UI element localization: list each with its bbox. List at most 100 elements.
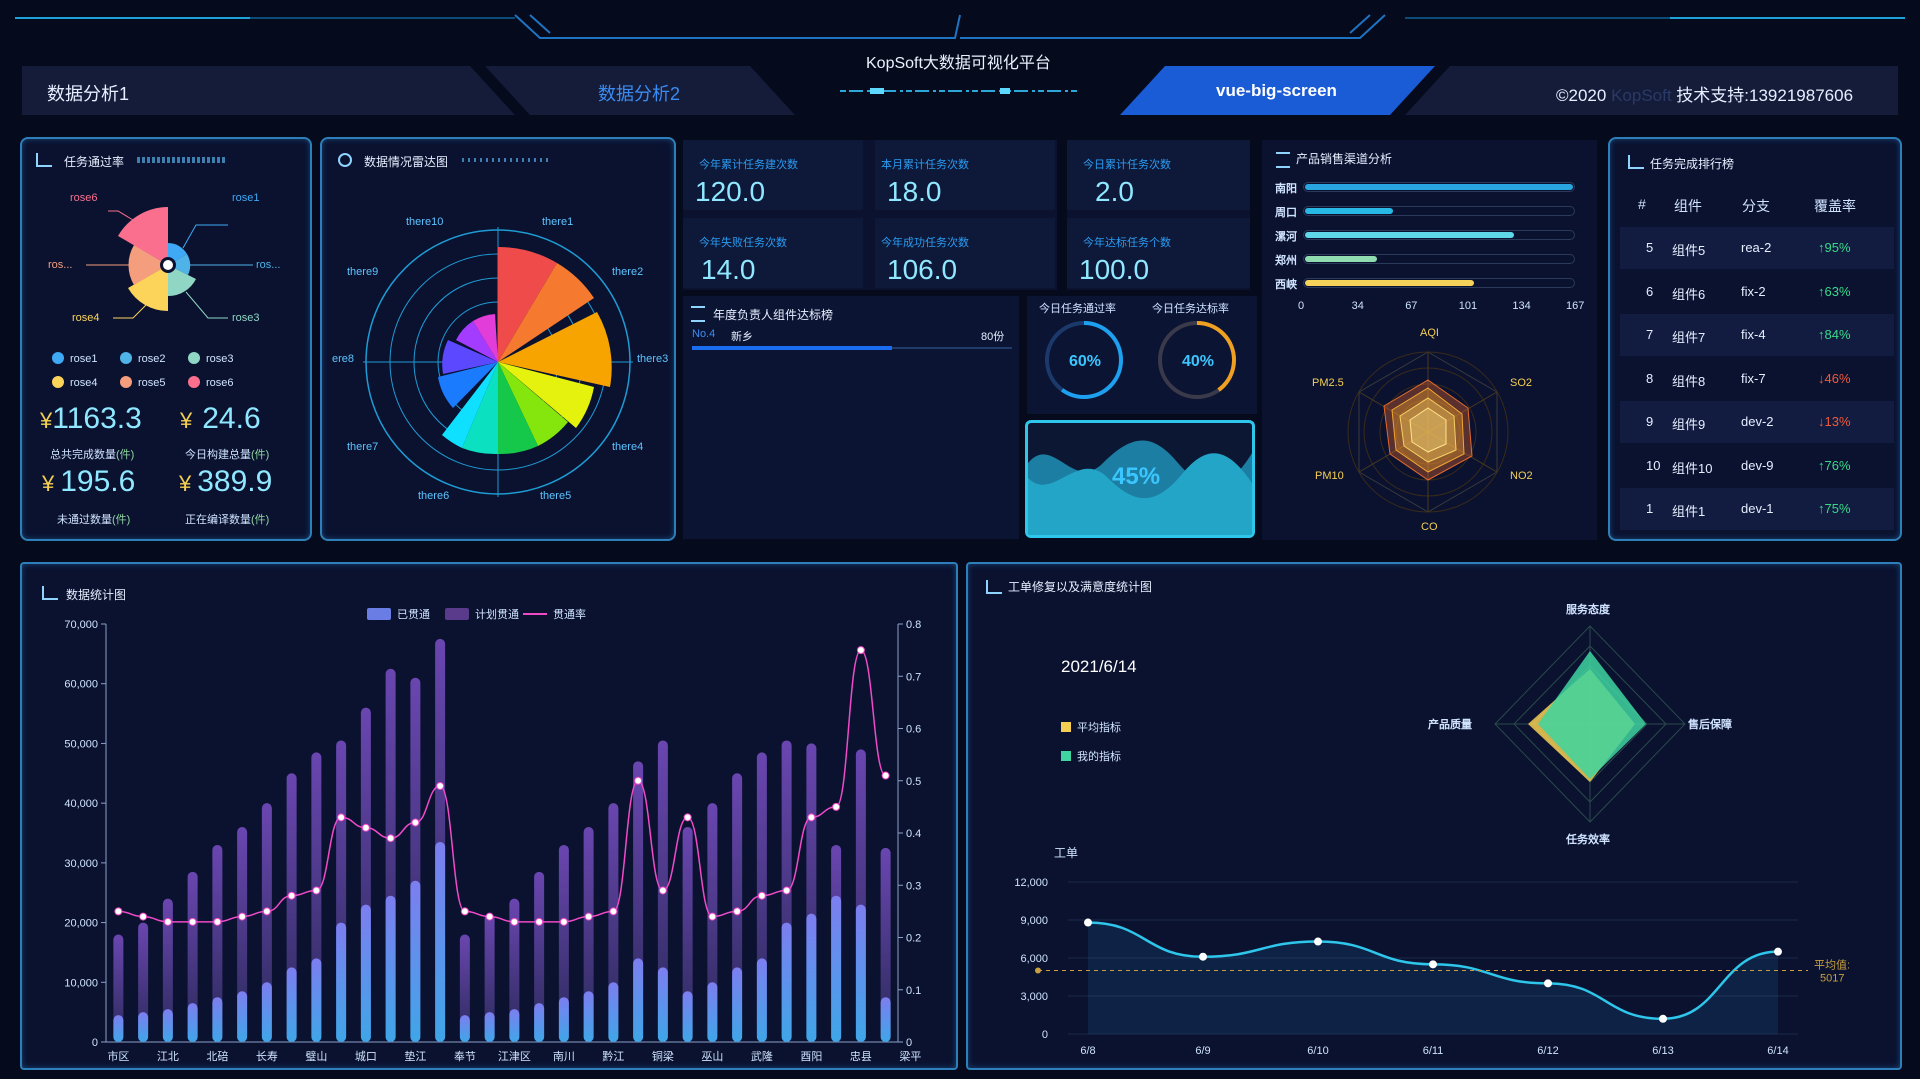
rate-point <box>832 802 841 811</box>
table-row[interactable]: 10 组件10 dev-9 ↑76% <box>1620 445 1894 487</box>
planned-bar <box>484 913 495 1042</box>
rate-point <box>485 912 494 921</box>
radar-label-5: there5 <box>540 490 572 502</box>
connected-bar <box>459 1015 470 1042</box>
rate-point <box>361 823 370 832</box>
planned-bar <box>534 871 545 1042</box>
legend-rose3[interactable]: rose3 <box>188 352 234 365</box>
rank-progress-fill <box>692 346 892 350</box>
workorder-point <box>1314 937 1322 946</box>
x-tick-label: 武隆 <box>751 1049 773 1063</box>
connected-bar <box>410 880 421 1042</box>
x-tick-label: 奉节 <box>454 1049 476 1063</box>
tab-analysis-1[interactable]: 数据分析1 <box>47 84 130 104</box>
sales-bar-fill <box>1305 184 1573 190</box>
rank-cell-name: 组件7 <box>1672 330 1706 345</box>
x-tick-label: 梁平 <box>899 1049 921 1063</box>
x-tick-label: 6/14 <box>1767 1045 1788 1057</box>
rate-gauges <box>1045 321 1236 399</box>
legend-rate[interactable]: 贯通率 <box>523 606 586 622</box>
legend-connected[interactable]: 已贯通 <box>367 606 430 622</box>
sales-bar-fill <box>1305 256 1378 262</box>
tab-analysis-2[interactable]: 数据分析2 <box>598 84 681 104</box>
planned-bar <box>138 922 149 1042</box>
rank-cell-branch: fix-7 <box>1741 370 1766 386</box>
y2-tick-label: 0.6 <box>906 724 921 736</box>
y-tick-label: 9,000 <box>1020 915 1048 927</box>
legend-rose6[interactable]: rose6 <box>188 376 234 389</box>
table-row[interactable]: 9 组件9 dev-2 ↓13% <box>1620 401 1894 443</box>
title-decoration <box>137 157 227 163</box>
sales-bar-track <box>1303 206 1575 216</box>
satisfaction-radar <box>1494 625 1686 823</box>
sales-bar-row: 郑州 <box>1275 250 1595 270</box>
stat-card: 今年达标任务个数 100.0 <box>1067 218 1250 288</box>
sales-bar-track <box>1303 254 1575 264</box>
rank-cell-num: 9 <box>1646 414 1654 429</box>
x-tick-label: 酉阳 <box>800 1050 822 1063</box>
y2-tick-label: 0.8 <box>906 619 921 631</box>
rank-cell-name: 组件9 <box>1672 417 1706 432</box>
planned-bar <box>261 803 272 1042</box>
x-tick-label: 璧山 <box>305 1049 327 1063</box>
y-tick-label: 0 <box>1042 1029 1048 1041</box>
ranking-rows: 5 组件5 rea-2 ↑95% 6 组件6 fix-2 ↑63% 7 组件7 fix-4 ↑84% 8… <box>1620 227 1894 533</box>
x-tick-label: 6/8 <box>1080 1045 1095 1057</box>
connected-bar <box>558 997 569 1042</box>
rank-cell-branch: dev-9 <box>1741 457 1774 473</box>
legend-planned[interactable]: 计划贯通 <box>445 606 519 622</box>
y-axis-label: 工单 <box>1054 846 1078 860</box>
x-tick-label: 江北 <box>157 1050 179 1063</box>
tab-vue-big-screen[interactable]: vue-big-screen <box>1216 81 1337 100</box>
connected-bar <box>286 967 297 1042</box>
radar-label-10: there10 <box>406 216 444 228</box>
rate-point <box>337 813 346 822</box>
x-tick-label: 江津区 <box>498 1050 531 1063</box>
legend-rose2[interactable]: rose2 <box>120 352 166 365</box>
sales-tick-label: 167 <box>1566 300 1585 312</box>
rose-label-3: rose3 <box>232 312 260 324</box>
y-tick-label: 10,000 <box>64 977 98 989</box>
y-tick-label: 12,000 <box>1014 877 1048 889</box>
connected-bar <box>336 922 347 1042</box>
radar-panel: 数据情况雷达图 there1 there2 there3 there4 ther… <box>320 137 676 541</box>
connected-bar <box>608 982 619 1042</box>
copyright-year: ©2020 <box>1556 86 1612 105</box>
legend-rose5[interactable]: rose5 <box>120 376 166 389</box>
legend-rose4[interactable]: rose4 <box>52 376 98 389</box>
connected-bar <box>657 967 668 1042</box>
not-passed-value: ¥195.6 <box>42 465 136 498</box>
y-tick-label: 30,000 <box>64 858 98 870</box>
table-row[interactable]: 8 组件8 fix-7 ↓46% <box>1620 358 1894 400</box>
table-row[interactable]: 7 组件7 fix-4 ↑84% <box>1620 314 1894 356</box>
connected-bar <box>187 1003 198 1042</box>
connected-bar <box>484 1012 495 1042</box>
rank-cell-branch: dev-2 <box>1741 414 1774 429</box>
x-tick-label: 南川 <box>553 1050 575 1063</box>
legend-mine[interactable]: 我的指标 <box>1061 748 1121 764</box>
rose-label-1: rose1 <box>232 192 260 204</box>
rank-number: No.4 <box>692 328 716 340</box>
rose-label-5: ros... <box>48 259 73 271</box>
rank-cell-rate: ↓46% <box>1818 370 1851 386</box>
y-tick-label: 0 <box>92 1037 98 1049</box>
connected-bar <box>237 991 248 1042</box>
legend-rose1[interactable]: rose1 <box>52 352 98 365</box>
table-row[interactable]: 5 组件5 rea-2 ↑95% <box>1620 227 1894 269</box>
table-row[interactable]: 1 组件1 dev-1 ↑75% <box>1620 488 1894 530</box>
x-tick-label: 长寿 <box>256 1049 278 1063</box>
rank-cell-num: 1 <box>1646 501 1654 516</box>
planned-bar <box>113 934 124 1042</box>
workorder-point <box>1774 947 1782 956</box>
co-label: CO <box>1421 521 1438 533</box>
rate-point <box>782 886 791 895</box>
sales-bar-track <box>1303 278 1575 288</box>
chart-bar-icon <box>36 153 52 167</box>
x-tick-label: 市区 <box>107 1049 129 1063</box>
table-row[interactable]: 6 组件6 fix-2 ↑63% <box>1620 271 1894 313</box>
connected-bar <box>435 841 446 1042</box>
workorder-line-chart: 工单 0 3,000 6,000 9,000 12,000 平均值:5017 6/8 6/9 6/… <box>1014 846 1850 1057</box>
wave-graphic <box>1028 440 1252 535</box>
legend-average[interactable]: 平均指标 <box>1061 719 1121 735</box>
line-chart-icon <box>1628 155 1644 169</box>
